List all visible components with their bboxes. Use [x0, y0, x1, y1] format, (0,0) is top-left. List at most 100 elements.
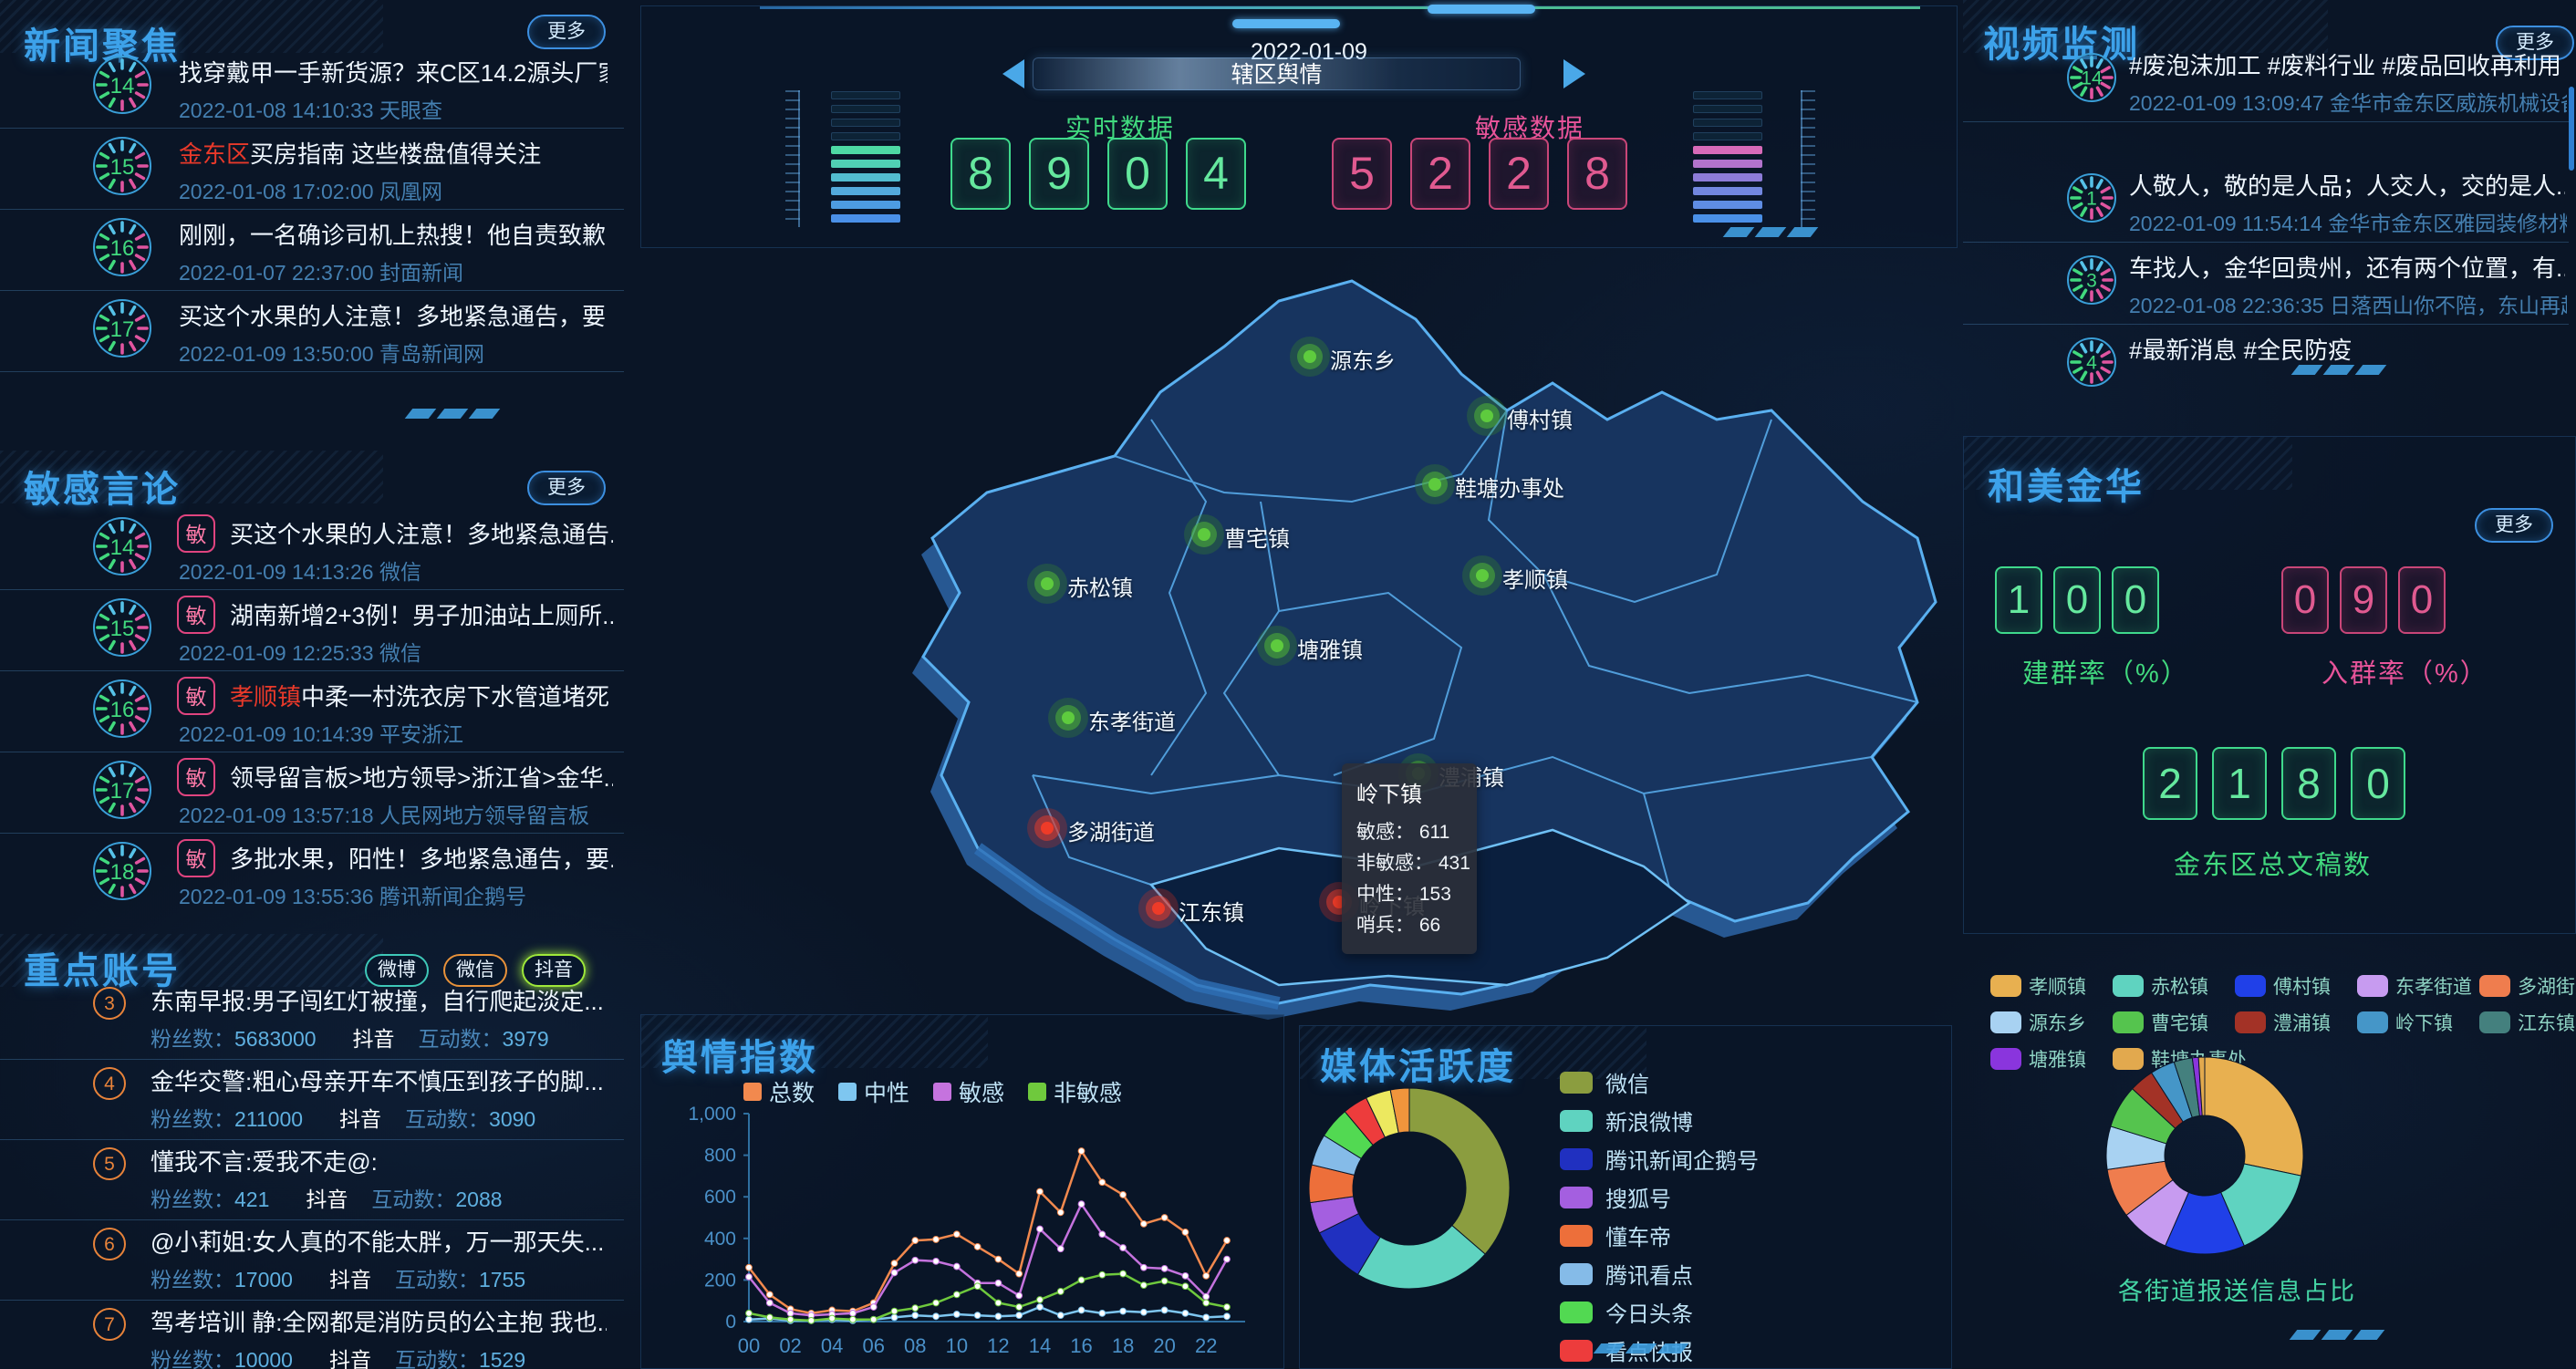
- dial-clock-icon: 15: [93, 136, 151, 195]
- account-row[interactable]: 3 东南早报:男子闯红灯被撞，自行爬起淡定... 粉丝数：5683000 抖音 互动数：…: [0, 980, 624, 1060]
- dial-clock-icon: 14: [93, 55, 151, 114]
- street-legend-岭下镇[interactable]: 岭下镇: [2357, 1009, 2476, 1036]
- hemei-more-button[interactable]: 更多: [2475, 508, 2553, 543]
- town-label: 东孝街道: [1088, 710, 1176, 735]
- list-item[interactable]: 1 人敬人，敬的是人品；人交人，交的是人... 2022-01-09 11:54:1…: [1963, 161, 2569, 243]
- list-item[interactable]: 17 买这个水果的人注意！多地紧急通告，要... 2022-01-09 13:50:…: [0, 291, 624, 372]
- donut-slice-鞋塘办事处[interactable]: [2197, 1056, 2206, 1116]
- svg-text:22: 22: [1195, 1334, 1217, 1357]
- media-legend-腾讯看点[interactable]: 腾讯看点: [1560, 1258, 1759, 1290]
- frame-capsule: [1428, 5, 1535, 14]
- street-legend-多湖街道[interactable]: 多湖街道: [2479, 972, 2576, 1000]
- donut-slice-网易号[interactable]: [1389, 1087, 1410, 1134]
- video-more-button[interactable]: 更多: [2496, 26, 2574, 60]
- svg-text:600: 600: [704, 1187, 736, 1208]
- street-legend-赤松镇[interactable]: 赤松镇: [2113, 972, 2231, 1000]
- sensitive-badge: 敏: [177, 677, 215, 715]
- marker-dot: [1428, 478, 1441, 491]
- list-item[interactable]: 14 敏买这个水果的人注意！多地紧急通告... 2022-01-09 14:13:2…: [0, 509, 624, 590]
- legend-chip: [1990, 1011, 2021, 1033]
- media-legend-腾讯新闻企鹅号[interactable]: 腾讯新闻企鹅号: [1560, 1143, 1759, 1175]
- street-legend-曹宅镇[interactable]: 曹宅镇: [2113, 1009, 2231, 1036]
- list-item[interactable]: 3 车找人，金华回贵州，还有两个位置，有... 2022-01-08 22:36:3…: [1963, 243, 2569, 325]
- legend-item-总数[interactable]: 总数: [743, 1075, 815, 1108]
- media-legend-搜狐号[interactable]: 搜狐号: [1560, 1181, 1759, 1213]
- list-item[interactable]: 15 金东区买房指南 这些楼盘值得关注 2022-01-08 17:02:00 凤凰…: [0, 129, 624, 210]
- svg-text:17: 17: [110, 316, 135, 341]
- total-docs-label: 金东区总文稿数: [2174, 851, 2373, 880]
- donut-slice-孝顺镇[interactable]: [2204, 1056, 2304, 1177]
- carousel-prev-arrow[interactable]: [1002, 59, 1024, 88]
- svg-text:17: 17: [110, 778, 135, 803]
- street-legend-塘雅镇[interactable]: 塘雅镇: [1990, 1045, 2109, 1073]
- item-meta: 2022-01-09 14:13:26 微信: [179, 560, 421, 584]
- list-item[interactable]: 4 #最新消息 #全民防疫: [1963, 325, 2569, 407]
- news-list: 14 找穿戴甲一手新货源？来C区14.2源头厂家... 2022-01-08 14:…: [0, 47, 624, 372]
- list-item[interactable]: 17 敏领导留言板>地方领导>浙江省>金华... 2022-01-09 13:57:…: [0, 752, 624, 834]
- tab-微信[interactable]: 微信: [443, 954, 507, 987]
- sensitive-badge: 敏: [177, 514, 215, 553]
- account-title: 驾考培训 静:全网都是消防员的公主抱 我也...: [151, 1309, 607, 1336]
- list-item[interactable]: 18 敏多批水果，阳性！多地紧急通告，要... 2022-01-09 13:55:3…: [0, 834, 624, 914]
- account-title: 东南早报:男子闯红灯被撞，自行爬起淡定...: [151, 988, 604, 1015]
- district-map[interactable]: 源东乡傅村镇鞋塘办事处曹宅镇孝顺镇赤松镇塘雅镇东孝街道澧浦镇多湖街道江东镇岭下镇…: [640, 264, 1954, 1022]
- legend-chip: [933, 1083, 952, 1101]
- legend-chip: [1560, 1186, 1593, 1208]
- account-row[interactable]: 5 懂我不言:爱我不走@: 粉丝数：421 抖音 互动数：2088: [0, 1140, 624, 1220]
- list-item[interactable]: 15 敏湖南新增2+3例！男子加油站上厕所... 2022-01-09 12:25:…: [0, 590, 624, 671]
- dial-clock: 16: [91, 216, 153, 283]
- town-label: 傅村镇: [1507, 409, 1573, 433]
- street-legend-东孝街道[interactable]: 东孝街道: [2357, 972, 2476, 1000]
- legend-chip: [2357, 975, 2388, 997]
- dial-clock-icon: 17: [93, 298, 151, 358]
- panel-video-monitor: 视频监测 更多 14 #废泡沫加工 #废料行业 #废品回收再利用 2022-01-0…: [1963, 0, 2576, 432]
- account-row[interactable]: 4 金华交警:粗心母亲开车不慎压到孩子的脚... 粉丝数：211000 抖音 互动数：3…: [0, 1060, 624, 1140]
- legend-chip: [2479, 1011, 2510, 1033]
- dial-clock: 14: [91, 54, 153, 120]
- svg-text:16: 16: [110, 697, 135, 721]
- donut-slice-微信[interactable]: [1408, 1087, 1511, 1255]
- list-item[interactable]: 16 刚刚，一名确诊司机上热搜！他自责致歉... 2022-01-07 22:37:…: [0, 210, 624, 291]
- svg-text:16: 16: [1070, 1334, 1092, 1357]
- svg-text:4: 4: [2086, 353, 2097, 374]
- account-stats: 粉丝数：17000 抖音 互动数：1755: [151, 1268, 526, 1291]
- media-legend-今日头条[interactable]: 今日头条: [1560, 1296, 1759, 1328]
- street-legend-孝顺镇[interactable]: 孝顺镇: [1990, 972, 2109, 1000]
- join-rate-label: 入群率（%）: [2322, 659, 2488, 689]
- list-item[interactable]: 14 #废泡沫加工 #废料行业 #废品回收再利用 2022-01-09 13:09:…: [1963, 40, 2569, 122]
- news-more-button[interactable]: 更多: [527, 15, 606, 49]
- legend-item-非敏感[interactable]: 非敏感: [1028, 1075, 1122, 1108]
- tab-抖音[interactable]: 抖音: [522, 954, 586, 987]
- svg-text:1: 1: [2086, 189, 2097, 210]
- list-item[interactable]: 14 找穿戴甲一手新货源？来C区14.2源头厂家... 2022-01-08 14:…: [0, 47, 624, 129]
- marker-dot: [1271, 639, 1283, 652]
- street-legend-澧浦镇[interactable]: 澧浦镇: [2235, 1009, 2353, 1036]
- account-stats: 粉丝数：211000 抖音 互动数：3090: [151, 1107, 536, 1131]
- media-legend-新浪微博[interactable]: 新浪微博: [1560, 1105, 1759, 1136]
- street-legend-傅村镇[interactable]: 傅村镇: [2235, 972, 2353, 1000]
- digit-box: 0: [2351, 747, 2405, 820]
- media-legend-微信[interactable]: 微信: [1560, 1066, 1759, 1098]
- account-row[interactable]: 6 @小莉姐:女人真的不能太胖，万一那天失... 粉丝数：17000 抖音 互动数：17…: [0, 1220, 624, 1301]
- carousel-title-pill[interactable]: 辖区舆情: [1033, 57, 1521, 90]
- digit-box: 8: [950, 138, 1011, 210]
- street-legend-源东乡[interactable]: 源东乡: [1990, 1009, 2109, 1036]
- town-label: 赤松镇: [1067, 576, 1133, 601]
- account-row[interactable]: 7 驾考培训 静:全网都是消防员的公主抱 我也... 粉丝数：10000 抖音 互动数：…: [0, 1301, 624, 1369]
- media-legend-懂车帝[interactable]: 懂车帝: [1560, 1219, 1759, 1251]
- svg-text:18: 18: [110, 859, 135, 884]
- sensitive-more-button[interactable]: 更多: [527, 471, 606, 505]
- item-meta: 2022-01-09 13:50:00 青岛新闻网: [179, 342, 484, 366]
- panel-media-activity: 媒体活跃度 微信新浪微博腾讯新闻企鹅号搜狐号懂车帝腾讯看点今日头条看点快报百家号…: [1299, 1025, 1952, 1369]
- legend-item-中性[interactable]: 中性: [838, 1075, 909, 1108]
- carousel-next-arrow[interactable]: [1563, 59, 1585, 88]
- list-item[interactable]: 16 敏孝顺镇中柔一村洗衣房下水管道堵死 2022-01-09 10:14:39 平…: [0, 671, 624, 752]
- street-legend-江东镇[interactable]: 江东镇: [2479, 1009, 2576, 1036]
- tab-微博[interactable]: 微博: [365, 954, 429, 987]
- equalizer-bars-left: [831, 91, 900, 223]
- item-title: 人敬人，敬的是人品；人交人，交的是人...: [2129, 172, 2565, 200]
- legend-item-敏感[interactable]: 敏感: [933, 1075, 1004, 1108]
- item-title: 刚刚，一名确诊司机上热搜！他自责致歉...: [179, 222, 608, 249]
- scrollbar-thumb[interactable]: [2569, 87, 2574, 171]
- account-stats: 粉丝数：10000 抖音 互动数：1529: [151, 1348, 526, 1369]
